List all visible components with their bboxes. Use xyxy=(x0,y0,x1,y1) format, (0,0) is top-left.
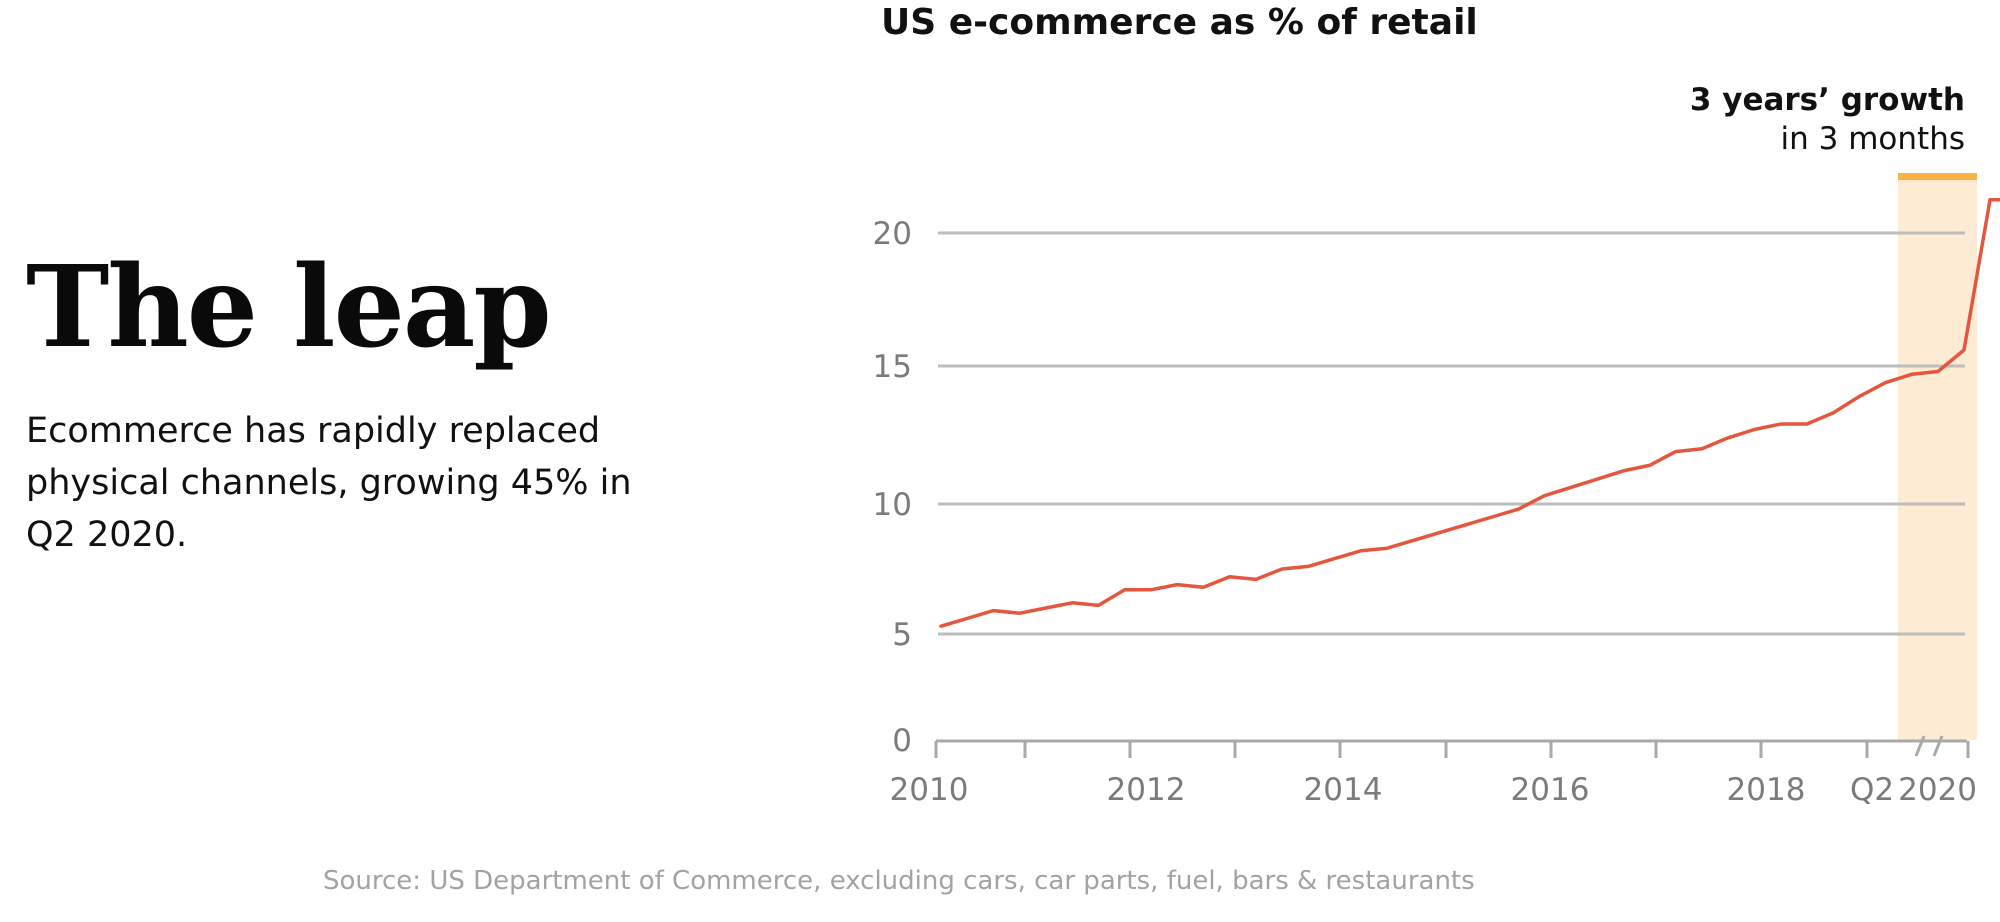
y-tick-label-5: 5 xyxy=(892,617,912,653)
data-points xyxy=(940,199,1991,627)
series-line xyxy=(939,198,2000,628)
source-note: Source: US Department of Commerce, exclu… xyxy=(323,866,1475,896)
axis-break-mark-1 xyxy=(1932,735,1944,757)
headline: The leap xyxy=(26,242,552,373)
x-tick-label-1: 2012 xyxy=(1107,772,1186,808)
x-tick-label-6: 2020 xyxy=(1898,772,1977,808)
x-tick-label-4: 2018 xyxy=(1727,772,1806,808)
x-axis: 2010 2012 2014 2016 2018 Q2 2020 xyxy=(890,735,1977,808)
x-tick-label-3: 2016 xyxy=(1511,772,1590,808)
y-tick-label-20: 20 xyxy=(873,216,912,252)
x-tick-label-2: 2014 xyxy=(1304,772,1383,808)
highlight-top-bar xyxy=(1898,173,1977,180)
x-tick-label-0: 2010 xyxy=(890,772,969,808)
axis-break-mark-0 xyxy=(1914,735,1926,757)
highlight-band xyxy=(1898,178,1977,740)
annotation-title: 3 years’ growth xyxy=(1690,82,1965,118)
y-tick-label-15: 15 xyxy=(873,349,912,385)
gridlines xyxy=(938,231,1965,636)
annotation-subtitle: in 3 months xyxy=(1781,121,1965,157)
y-tick-label-10: 10 xyxy=(873,487,912,523)
chart-title: US e-commerce as % of retail xyxy=(881,2,1478,43)
subtext: Ecommerce has rapidly replaced physical … xyxy=(26,411,632,555)
y-tick-label-0: 0 xyxy=(892,723,912,759)
x-tick-label-5: Q2 xyxy=(1850,772,1894,808)
y-axis-ticks: 0 5 10 15 20 xyxy=(873,216,912,759)
